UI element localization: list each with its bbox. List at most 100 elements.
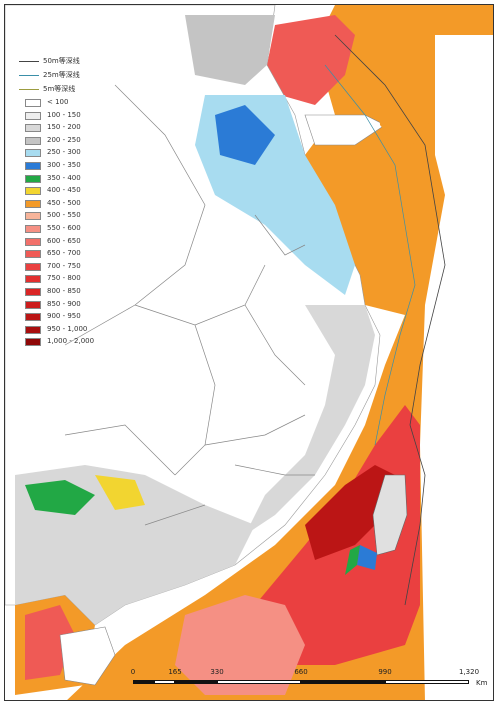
south-coast-yellow	[95, 475, 145, 510]
gulf-zone-sw-red	[25, 605, 75, 680]
legend-class-label: 100 - 150	[47, 110, 81, 119]
legend-class-row: 700 - 750	[19, 261, 129, 274]
isobath-5m-swatch	[19, 89, 39, 90]
legend-class-row: 950 - 1,000	[19, 324, 129, 337]
legend-class-row: 600 - 650	[19, 236, 129, 249]
legend-class-row: 900 - 950	[19, 311, 129, 324]
legend-swatch	[25, 212, 41, 221]
taiwan-island	[372, 474, 408, 556]
isobath-50m-swatch	[19, 61, 39, 62]
legend-class-row: 450 - 500	[19, 198, 129, 211]
legend-swatch	[25, 224, 41, 233]
legend-class-row: 250 - 300	[19, 147, 129, 160]
map-legend: 50m等深线 25m等深线 5m等深线 < 100 100 - 150 150 - …	[19, 55, 129, 349]
legend-class-label: 550 - 600	[47, 223, 81, 232]
isobath-25m-swatch	[19, 75, 39, 76]
coastal-grey-band	[245, 305, 375, 535]
legend-line-25m: 25m等深线	[19, 69, 129, 83]
legend-swatch	[25, 300, 41, 309]
legend-class-label: 450 - 500	[47, 198, 81, 207]
legend-line-label: 25m等深线	[43, 71, 80, 79]
legend-class-label: 300 - 350	[47, 160, 81, 169]
scale-unit: Km	[476, 679, 488, 687]
density-map	[5, 5, 493, 700]
legend-class-label: < 100	[47, 98, 69, 106]
legend-swatch	[25, 161, 41, 170]
korean-peninsula	[375, 45, 435, 155]
scale-segment	[133, 680, 154, 684]
legend-class-row: 650 - 700	[19, 248, 129, 261]
legend-swatch	[25, 237, 41, 246]
scale-tick-990: 990	[378, 668, 392, 676]
legend-class-row: 100 - 150	[19, 110, 129, 123]
legend-class-label: 150 - 200	[47, 123, 81, 132]
legend-class-label: 950 - 1,000	[47, 324, 88, 333]
scale-tick-165: 165	[168, 668, 182, 676]
scale-segment	[217, 680, 301, 684]
legend-class-row: 350 - 400	[19, 173, 129, 186]
legend-class-row: 750 - 800	[19, 273, 129, 286]
isobath-50m	[334, 34, 446, 606]
scale-segment	[154, 680, 175, 684]
isobath-25m	[324, 64, 416, 446]
legend-swatch	[25, 99, 41, 107]
north-grey-zone	[185, 15, 275, 85]
hainan-island	[59, 626, 116, 686]
legend-swatch	[25, 174, 41, 183]
scale-tick-0: 0	[130, 668, 136, 676]
scale-segment	[175, 680, 217, 684]
legend-swatch	[25, 287, 41, 296]
legend-swatch	[25, 149, 41, 158]
legend-swatch	[25, 111, 41, 120]
legend-class-label: 250 - 300	[47, 148, 81, 157]
legend-swatch	[25, 325, 41, 334]
legend-line-label: 50m等深线	[43, 57, 80, 65]
legend-class-label: 200 - 250	[47, 135, 81, 144]
no-data-zone	[420, 35, 493, 700]
south-coast-green	[25, 480, 95, 515]
legend-class-label: 1,000 - 2,000	[47, 337, 95, 346]
legend-class-row: 850 - 900	[19, 299, 129, 312]
province-boundaries	[64, 84, 315, 526]
taiwan-strait-green	[345, 545, 360, 575]
legend-class-label: 800 - 850	[47, 286, 81, 295]
taiwan-strait-blue	[357, 545, 377, 570]
bohai-high-zone	[267, 15, 355, 105]
legend-class-row: 800 - 850	[19, 286, 129, 299]
scale-tick-1320: 1,320	[458, 668, 480, 676]
legend-class-label: 500 - 550	[47, 211, 81, 220]
shandong-peninsula	[304, 114, 386, 146]
medium-high-zone-south	[175, 595, 305, 695]
legend-swatch	[25, 313, 41, 322]
legend-swatch	[25, 338, 41, 347]
legend-classes: < 100 100 - 150 150 - 200 200 - 250 250 - 30…	[19, 97, 129, 349]
legend-class-label: 700 - 750	[47, 261, 81, 270]
legend-class-row: 1,000 - 2,000	[19, 336, 129, 349]
scale-tick-660: 660	[294, 668, 308, 676]
legend-class-label: 600 - 650	[47, 236, 81, 245]
legend-class-row: 400 - 450	[19, 185, 129, 198]
legend-line-50m: 50m等深线	[19, 55, 129, 69]
very-high-density-zone	[305, 465, 395, 560]
legend-class-row: 500 - 550	[19, 210, 129, 223]
legend-swatch	[25, 199, 41, 208]
scale-tick-330: 330	[210, 668, 224, 676]
legend-class-row: 300 - 350	[19, 160, 129, 173]
scale-segment	[301, 680, 385, 684]
scale-bar: 0 165 330 660 990 1,320 Km	[130, 668, 488, 698]
legend-swatch	[25, 250, 41, 259]
legend-swatch	[25, 136, 41, 145]
legend-swatch	[25, 187, 41, 196]
legend-swatch	[25, 124, 41, 133]
legend-class-row: 550 - 600	[19, 223, 129, 236]
legend-class-row: < 100	[19, 97, 129, 110]
map-frame: 50m等深线 25m等深线 5m等深线 < 100 100 - 150 150 - …	[4, 4, 494, 701]
legend-line-5m: 5m等深线	[19, 83, 129, 97]
legend-swatch	[25, 275, 41, 284]
legend-class-label: 850 - 900	[47, 299, 81, 308]
legend-class-label: 400 - 450	[47, 186, 81, 195]
legend-class-row: 200 - 250	[19, 135, 129, 148]
legend-line-label: 5m等深线	[43, 85, 76, 93]
scale-segment	[385, 680, 469, 684]
legend-class-label: 750 - 800	[47, 274, 81, 283]
